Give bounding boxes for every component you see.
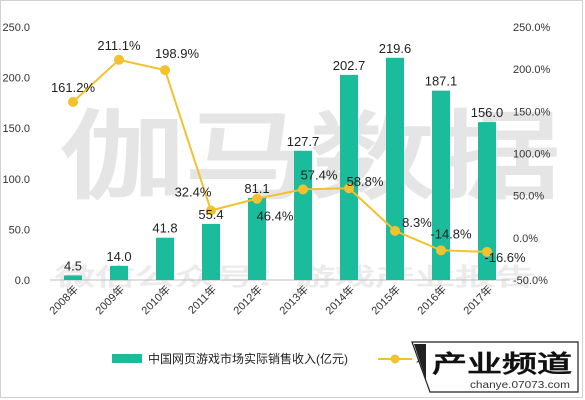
y-right-tick: 150.0% bbox=[513, 106, 551, 118]
bar-value-label: 14.0 bbox=[106, 249, 131, 264]
legend-bar-swatch bbox=[112, 354, 142, 363]
growth-point bbox=[160, 65, 170, 76]
growth-value-label: -14.8% bbox=[430, 226, 472, 241]
bar bbox=[432, 90, 450, 280]
bar bbox=[248, 197, 266, 280]
logo-text: 产业频道 bbox=[432, 350, 572, 378]
bar bbox=[386, 57, 404, 280]
bar-value-label: 219.6 bbox=[379, 41, 412, 56]
y-left-tick: 150.0 bbox=[2, 123, 30, 135]
logo-badge-shape bbox=[411, 341, 579, 393]
y-right-tick: -50.0% bbox=[513, 275, 548, 287]
bar-value-label: 202.7 bbox=[333, 58, 366, 73]
growth-point bbox=[114, 54, 124, 65]
site-logo: 产业频道 chanye.07073.com bbox=[411, 341, 579, 393]
bar bbox=[478, 122, 496, 281]
legend-bar-label: 中国网页游戏市场实际销售收入(亿元) bbox=[148, 351, 348, 366]
growth-value-label: 198.9% bbox=[155, 46, 200, 61]
line-series bbox=[68, 54, 492, 257]
logo-accent-shape bbox=[414, 344, 426, 380]
y-right-tick: 50.0% bbox=[513, 191, 544, 203]
bar-value-label: 41.8 bbox=[152, 221, 177, 236]
logo-url: chanye.07073.com bbox=[470, 380, 570, 391]
growth-point bbox=[482, 246, 492, 257]
growth-point bbox=[344, 183, 354, 194]
bar bbox=[294, 150, 312, 280]
y-left-tick: 100.0 bbox=[2, 174, 30, 186]
bar bbox=[110, 265, 128, 280]
growth-value-label: 211.1% bbox=[97, 38, 141, 53]
y-right-tick: 0.0% bbox=[513, 233, 538, 245]
bar-series bbox=[64, 57, 496, 281]
growth-value-label: 32.4% bbox=[175, 185, 212, 200]
bar-value-label: 81.1 bbox=[244, 181, 269, 196]
growth-point bbox=[206, 205, 216, 216]
data-labels: 4.5 14.0 41.8 55.4 81.1 127.7 202.7 219.6 187.1 1… bbox=[51, 38, 526, 274]
growth-value-label: -16.6% bbox=[484, 250, 526, 265]
y-right-tick: 100.0% bbox=[513, 149, 551, 161]
growth-point bbox=[436, 245, 446, 256]
growth-line bbox=[72, 58, 488, 253]
y-left-tick: 250.0 bbox=[2, 22, 30, 34]
growth-value-label: 161.2% bbox=[51, 80, 96, 95]
bar-value-label: 187.1 bbox=[425, 74, 458, 89]
growth-value-label: 8.3% bbox=[402, 215, 432, 230]
bar bbox=[340, 74, 358, 280]
y-right-tick: 250.0% bbox=[513, 22, 551, 34]
bar-value-label: 55.4 bbox=[198, 207, 223, 222]
growth-point bbox=[390, 225, 400, 236]
y-left-tick: 50.0 bbox=[9, 224, 30, 236]
growth-value-label: 58.8% bbox=[347, 174, 384, 189]
y-right-tick: 200.0% bbox=[513, 64, 551, 76]
y-left-tick: 0.0 bbox=[15, 275, 30, 287]
bar-value-label: 156.0 bbox=[471, 105, 504, 120]
growth-value-label: 46.4% bbox=[257, 209, 294, 224]
growth-point bbox=[252, 193, 262, 204]
bar-value-label: 127.7 bbox=[287, 134, 320, 149]
bar bbox=[202, 223, 220, 280]
bar-value-label: 4.5 bbox=[64, 258, 82, 273]
legend: 中国网页游戏市场实际销售收入(亿元)增长率 bbox=[112, 351, 452, 366]
legend-line-marker bbox=[390, 354, 400, 364]
bar bbox=[156, 237, 174, 280]
y-left-tick: 200.0 bbox=[2, 73, 30, 85]
growth-point bbox=[298, 184, 308, 195]
growth-value-label: 57.4% bbox=[301, 167, 338, 182]
bar bbox=[64, 275, 82, 280]
growth-point bbox=[68, 96, 78, 107]
